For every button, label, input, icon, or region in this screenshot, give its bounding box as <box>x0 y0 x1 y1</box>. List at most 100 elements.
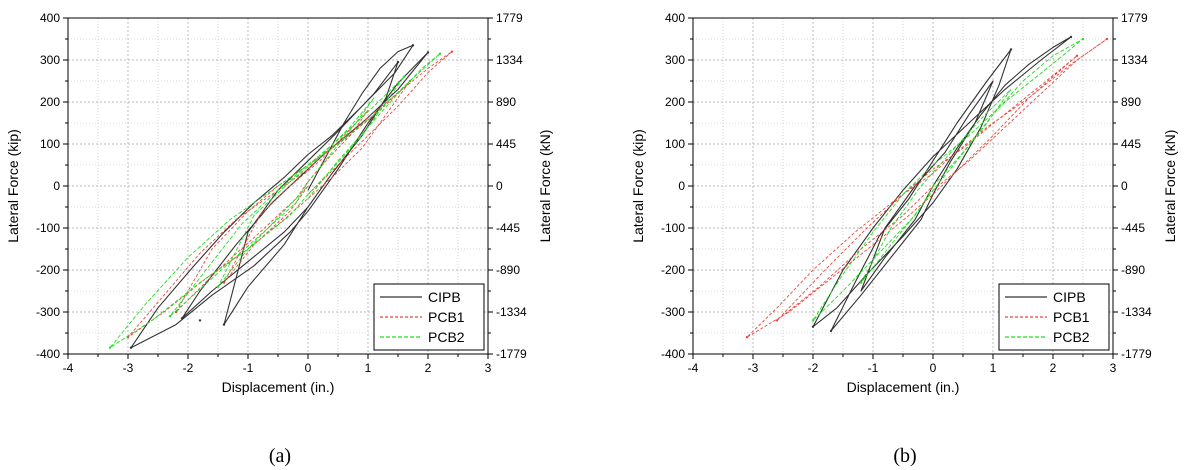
peak-point-cipb <box>129 346 133 349</box>
y2-tick-label: 445 <box>1121 137 1141 151</box>
x-tick-label: 2 <box>1050 361 1057 375</box>
y-tick-label: 0 <box>678 179 685 193</box>
y2-tick-label: -1334 <box>496 305 527 319</box>
x-axis-title: Displacement (in.) <box>222 379 335 395</box>
peak-point-pcb2 <box>811 319 815 322</box>
series-line-pcb1 <box>746 38 1108 338</box>
y-axis-title: Lateral Force (kip) <box>630 129 646 243</box>
y-tick-label: 400 <box>665 11 685 25</box>
y2-tick-label: 890 <box>496 95 516 109</box>
y2-tick-label: -445 <box>496 221 520 235</box>
peak-point-pcb2 <box>402 75 406 79</box>
y-tick-label: 400 <box>40 11 60 25</box>
peak-point-cipb <box>426 51 430 54</box>
x-tick-label: -3 <box>123 361 134 375</box>
peak-point-cipb <box>411 44 415 47</box>
y-tick-label: 200 <box>665 95 685 109</box>
series-line-pcb2 <box>109 53 441 349</box>
x-tick-label: 1 <box>365 361 372 375</box>
x-axis-title: Displacement (in.) <box>847 379 960 395</box>
series-line-pcb2 <box>812 38 1084 321</box>
y2-tick-label: -445 <box>1121 221 1145 235</box>
y2-axis-title: Lateral Force (kN) <box>1162 130 1178 243</box>
y-tick-label: 300 <box>40 53 60 67</box>
legend-label-cipb: CIPB <box>1053 289 1086 305</box>
y2-tick-label: -890 <box>1121 263 1145 277</box>
x-tick-label: 1 <box>990 361 997 375</box>
peak-point-pcb1 <box>450 50 454 53</box>
y-tick-label: 0 <box>53 179 60 193</box>
y2-tick-label: 1334 <box>1121 53 1148 67</box>
peak-point-cipb <box>198 319 202 322</box>
peak-point-pcb1 <box>1075 54 1079 57</box>
y2-tick-label: 0 <box>496 179 503 193</box>
peak-point-pcb1 <box>775 319 779 322</box>
x-tick-label: -4 <box>688 361 699 375</box>
x-tick-label: -1 <box>868 361 879 375</box>
y-tick-label: 200 <box>40 95 60 109</box>
y2-tick-label: 1334 <box>496 53 523 67</box>
y-tick-label: -100 <box>661 221 685 235</box>
plot-area <box>108 44 454 349</box>
peak-point-cipb <box>811 325 815 328</box>
x-tick-label: 3 <box>1110 361 1117 375</box>
y2-tick-label: 890 <box>1121 95 1141 109</box>
peak-point-cipb <box>1069 35 1073 39</box>
peak-point-cipb <box>829 329 833 333</box>
peak-point-pcb2 <box>1081 37 1085 41</box>
y2-tick-label: -1779 <box>1121 347 1152 361</box>
x-tick-label: -2 <box>183 361 194 375</box>
peak-point-pcb1 <box>1105 37 1109 41</box>
peak-point-cipb <box>222 323 226 326</box>
peak-point-cipb <box>180 317 184 320</box>
peak-point-pcb2 <box>859 281 863 284</box>
legend-label-pcb2: PCB2 <box>428 329 465 345</box>
peak-point-pcb2 <box>168 315 172 318</box>
y2-tick-label: -890 <box>496 263 520 277</box>
y-tick-label: -300 <box>36 305 60 319</box>
legend: CIPB PCB1 PCB2 <box>373 283 485 351</box>
peak-point-pcb2 <box>216 285 220 288</box>
peak-point-cipb <box>396 60 400 64</box>
y-tick-label: -300 <box>661 305 685 319</box>
x-tick-label: -1 <box>243 361 254 375</box>
x-tick-label: 0 <box>930 361 937 375</box>
y-tick-label: 100 <box>40 137 60 151</box>
x-tick-label: -4 <box>63 361 74 375</box>
y-tick-label: -100 <box>36 221 60 235</box>
x-tick-label: -2 <box>808 361 819 375</box>
y-tick-label: -200 <box>36 263 60 277</box>
peak-point-pcb1 <box>745 336 749 339</box>
y-tick-label: 300 <box>665 53 685 67</box>
x-tick-label: -3 <box>748 361 759 375</box>
chart-panel-b: -4 -3 -2 -1 0 1 2 3 -400 -1779 -300 -1334 -200 -890 -1… <box>630 11 1178 467</box>
y2-tick-label: 1779 <box>1121 11 1148 25</box>
x-tick-label: 0 <box>305 361 312 375</box>
panel-caption: (a) <box>269 445 291 467</box>
y-tick-label: -400 <box>661 347 685 361</box>
peak-point-pcb2 <box>108 346 112 349</box>
x-tick-label: 2 <box>425 361 432 375</box>
peak-point-cipb <box>1009 48 1013 51</box>
y2-tick-label: 1779 <box>496 11 523 25</box>
peak-point-pcb1 <box>222 281 226 284</box>
legend-label-pcb1: PCB1 <box>428 309 465 325</box>
legend-label-pcb1: PCB1 <box>1053 309 1090 325</box>
y2-axis-title: Lateral Force (kN) <box>537 130 553 243</box>
y-tick-label: -200 <box>661 263 685 277</box>
x-tick-label: 3 <box>485 361 492 375</box>
legend: CIPB PCB1 PCB2 <box>998 283 1110 351</box>
legend-label-cipb: CIPB <box>428 289 461 305</box>
panel-caption: (b) <box>893 445 916 467</box>
y2-tick-label: 0 <box>1121 179 1128 193</box>
y-tick-label: -400 <box>36 347 60 361</box>
y2-tick-label: -1779 <box>496 347 527 361</box>
peak-point-pcb2 <box>438 52 442 55</box>
y2-tick-label: -1334 <box>1121 305 1152 319</box>
plot-area <box>745 35 1109 339</box>
chart-panel-a: -4 -3 -2 -1 0 1 2 3 -400 -1779 -300 -1334 -200 -890 -1… <box>5 11 553 467</box>
y2-tick-label: 445 <box>496 137 516 151</box>
y-tick-label: 100 <box>665 137 685 151</box>
